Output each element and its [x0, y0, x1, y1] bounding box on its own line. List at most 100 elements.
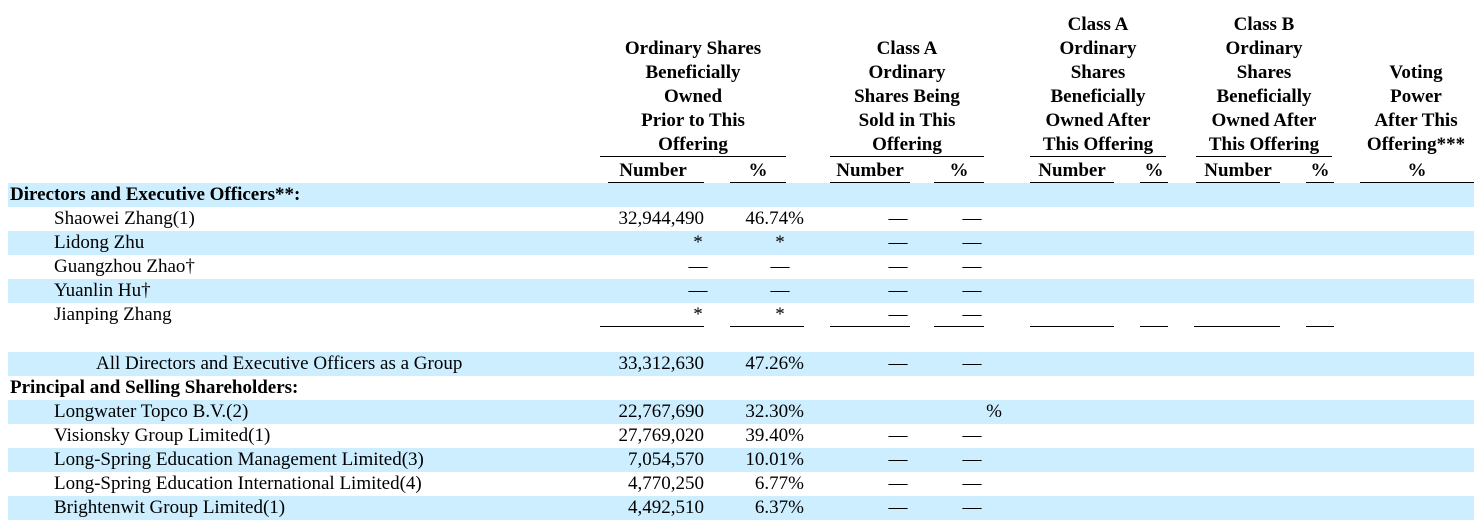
- header-line: Ordinary Shares: [624, 38, 762, 59]
- class-a-sold-number: —: [888, 353, 908, 374]
- shares-percent: *: [775, 304, 785, 325]
- header-underline: [1196, 156, 1332, 157]
- shares-percent: —: [770, 280, 790, 301]
- holder-name: Visionsky Group Limited(1): [54, 425, 271, 446]
- subheader-underline: [934, 182, 984, 183]
- subtotal-underline: [1306, 326, 1334, 327]
- subtotal-underline: [934, 326, 984, 327]
- header-line: Shares Being: [854, 86, 960, 107]
- header-class-a-sold: Class A Ordinary Shares Being Sold in Th…: [830, 37, 984, 157]
- subheader-percent: %: [1407, 160, 1427, 181]
- header-line: This Offering: [1208, 134, 1320, 155]
- subheader-underline: [1360, 182, 1474, 183]
- class-a-sold-percent: —: [962, 232, 982, 253]
- class-a-sold-percent: —: [962, 353, 982, 374]
- header-line: After This: [1374, 110, 1458, 131]
- subheader-percent: %: [949, 160, 969, 181]
- total-row: All Directors and Executive Officers as …: [8, 352, 1474, 376]
- header-underline: [600, 156, 786, 157]
- subheader-underline: [830, 182, 910, 183]
- table-row: Long-Spring Education Management Limited…: [8, 448, 1474, 472]
- header-voting-power: Voting Power After This Offering***: [1356, 61, 1476, 157]
- class-a-sold-percent: %: [986, 401, 1002, 422]
- shares-number: *: [693, 232, 703, 253]
- class-a-sold-number: —: [888, 473, 908, 494]
- shares-percent: 32.30%: [745, 401, 804, 422]
- shares-percent: 6.37%: [754, 497, 804, 518]
- subheader-underline: [1196, 182, 1280, 183]
- shares-number: 4,770,250: [628, 473, 704, 494]
- header-line: Ordinary: [868, 62, 946, 83]
- header-line: Beneficially: [1216, 86, 1312, 107]
- header-line: Power: [1390, 86, 1442, 107]
- subheader-number: Number: [836, 160, 904, 181]
- shares-number: 27,769,020: [618, 425, 705, 446]
- section-directors-row: Directors and Executive Officers**:: [8, 183, 1474, 207]
- table-row: Long-Spring Education International Limi…: [8, 472, 1474, 496]
- header-line: Offering: [658, 134, 728, 155]
- class-a-sold-number: —: [888, 425, 908, 446]
- subheader-number: Number: [1038, 160, 1106, 181]
- table-row: Yuanlin Hu† — — — —: [8, 279, 1474, 303]
- shares-number: —: [688, 256, 708, 277]
- subheader-underline: [608, 182, 704, 183]
- table-row: Brightenwit Group Limited(1) 4,492,510 6…: [8, 496, 1474, 520]
- shares-percent: 46.74%: [745, 208, 804, 229]
- class-a-sold-number: —: [888, 208, 908, 229]
- header-line: Class B: [1233, 14, 1295, 35]
- class-a-sold-number: —: [888, 497, 908, 518]
- subtotal-underline: [600, 326, 704, 327]
- header-line: Class A: [1067, 14, 1129, 35]
- holder-name: Guangzhou Zhao†: [54, 256, 195, 277]
- shares-percent: 6.77%: [754, 473, 804, 494]
- table-row: Jianping Zhang * * — —: [8, 303, 1474, 327]
- holder-name: Brightenwit Group Limited(1): [54, 497, 286, 518]
- holder-name: Longwater Topco B.V.(2): [54, 401, 249, 422]
- shares-percent: *: [775, 232, 785, 253]
- subtotal-underline: [1194, 326, 1280, 327]
- subheader-number: Number: [619, 160, 687, 181]
- class-a-sold-percent: —: [962, 256, 982, 277]
- header-line: Offering: [872, 134, 942, 155]
- header-line: This Offering: [1042, 134, 1154, 155]
- table-row: Visionsky Group Limited(1) 27,769,020 39…: [8, 424, 1474, 448]
- holder-name: Yuanlin Hu†: [54, 280, 151, 301]
- shares-number: 4,492,510: [628, 497, 704, 518]
- subheader-underline: [730, 182, 786, 183]
- class-a-sold-number: —: [888, 304, 908, 325]
- class-a-sold-percent: —: [962, 208, 982, 229]
- class-a-sold-number: —: [888, 449, 908, 470]
- subheader-underline: [1306, 182, 1334, 183]
- shares-number: 7,054,570: [628, 449, 704, 470]
- subheader-percent: %: [748, 160, 768, 181]
- header-line: Prior to This: [641, 110, 745, 131]
- class-a-sold-number: —: [888, 232, 908, 253]
- table-row: Longwater Topco B.V.(2) 22,767,690 32.30…: [8, 400, 1474, 424]
- header-line: Class A: [876, 38, 938, 59]
- shares-number: —: [688, 280, 708, 301]
- holder-name: Shaowei Zhang(1): [54, 208, 195, 229]
- header-line: Ordinary: [1059, 38, 1137, 59]
- table-row: Lidong Zhu * * — —: [8, 231, 1474, 255]
- header-line: Owned: [663, 86, 723, 107]
- shares-number: 33,312,630: [618, 353, 705, 374]
- section-principal-row: Principal and Selling Shareholders:: [8, 376, 1474, 400]
- shares-percent: 10.01%: [745, 449, 804, 470]
- header-line: Voting: [1389, 62, 1443, 83]
- shares-number: 22,767,690: [618, 401, 705, 422]
- header-class-b-after: Class B Ordinary Shares Beneficially Own…: [1194, 13, 1334, 157]
- holder-name: All Directors and Executive Officers as …: [96, 353, 463, 374]
- header-line: Shares: [1236, 62, 1292, 83]
- header-line: Offering***: [1366, 134, 1466, 155]
- header-line: Beneficially: [645, 62, 741, 83]
- header-ordinary-shares: Ordinary Shares Beneficially Owned Prior…: [600, 37, 786, 157]
- table-row: Shaowei Zhang(1) 32,944,490 46.74% — —: [8, 207, 1474, 231]
- section-heading: Principal and Selling Shareholders:: [10, 377, 299, 398]
- class-a-sold-percent: —: [962, 497, 982, 518]
- class-a-sold-number: —: [888, 256, 908, 277]
- class-a-sold-percent: —: [962, 280, 982, 301]
- holder-name: Lidong Zhu: [54, 232, 145, 253]
- class-a-sold-percent: —: [962, 473, 982, 494]
- table-row: Guangzhou Zhao† — — — —: [8, 255, 1474, 279]
- holder-name: Long-Spring Education Management Limited…: [54, 449, 424, 470]
